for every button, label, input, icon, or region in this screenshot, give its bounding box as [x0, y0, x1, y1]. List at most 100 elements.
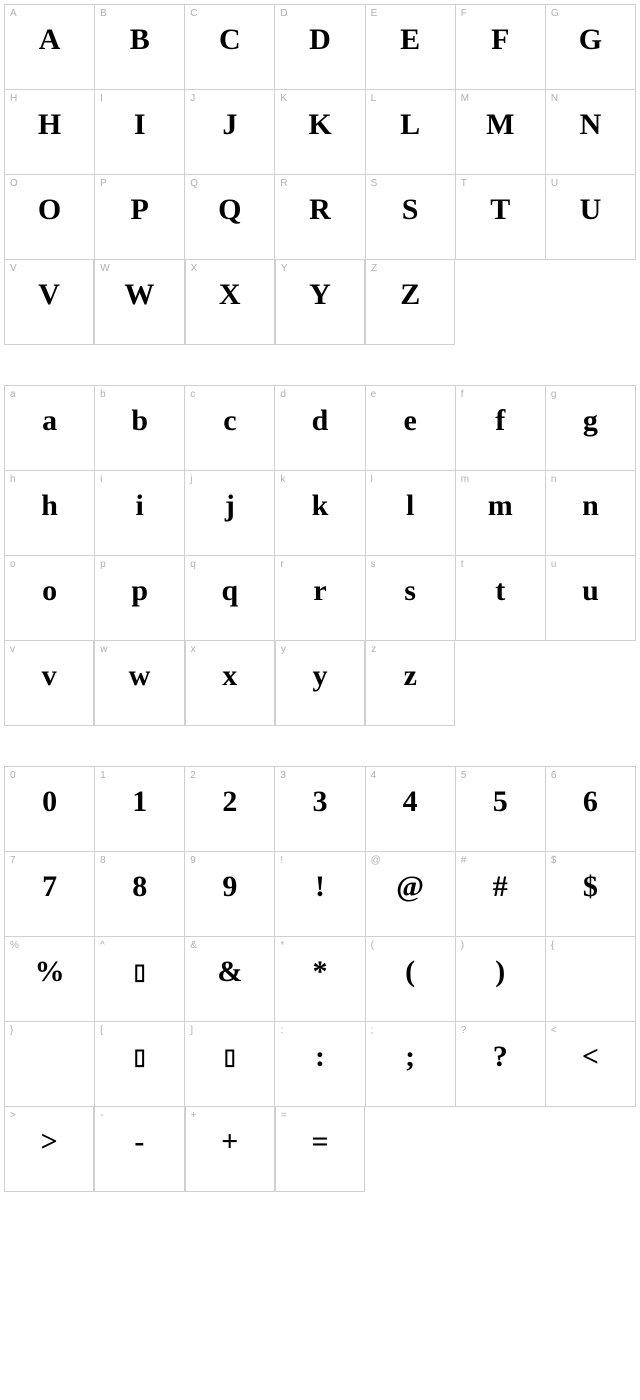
glyph-cell-glyph: I — [95, 110, 184, 140]
glyph-cell-label: 0 — [10, 770, 16, 781]
glyph-cell-glyph: J — [185, 110, 274, 140]
glyph-cell-label: $ — [551, 855, 557, 866]
glyph-cell-glyph: v — [5, 661, 93, 691]
glyph-cell: jj — [185, 471, 275, 556]
glyph-cell: 88 — [95, 852, 185, 937]
glyph-cell-label: t — [461, 559, 464, 570]
glyph-cell-glyph: G — [546, 25, 635, 55]
glyph-cell-label: # — [461, 855, 467, 866]
glyph-cell-glyph: ! — [275, 872, 364, 902]
glyph-cell-label: T — [461, 178, 467, 189]
glyph-cell-label: 4 — [371, 770, 377, 781]
glyph-cell: ff — [456, 386, 546, 471]
glyph-cell: HH — [5, 90, 95, 175]
glyph-cell-glyph: k — [275, 491, 364, 521]
glyph-cell: uu — [546, 556, 636, 641]
glyph-section-uppercase: AABBCCDDEEFFGGHHIIJJKKLLMMNNOOPPQQRRSSTT… — [4, 4, 636, 345]
glyph-cell-glyph: : — [275, 1042, 364, 1072]
glyph-cell-glyph: i — [95, 491, 184, 521]
character-map: AABBCCDDEEFFGGHHIIJJKKLLMMNNOOPPQQRRSSTT… — [0, 0, 640, 1236]
glyph-cell-label: c — [190, 389, 195, 400]
glyph-cell-label: n — [551, 474, 557, 485]
glyph-cell-label: b — [100, 389, 106, 400]
glyph-grid: AABBCCDDEEFFGGHHIIJJKKLLMMNNOOPPQQRRSSTT… — [4, 4, 636, 260]
glyph-cell: TT — [456, 175, 546, 260]
glyph-cell-label: q — [190, 559, 196, 570]
glyph-cell-glyph: K — [275, 110, 364, 140]
glyph-cell: QQ — [185, 175, 275, 260]
glyph-cell: UU — [546, 175, 636, 260]
glyph-cell-label: a — [10, 389, 16, 400]
glyph-cell-label: w — [100, 644, 107, 655]
glyph-cell: JJ — [185, 90, 275, 175]
glyph-cell: ii — [95, 471, 185, 556]
glyph-cell-glyph: 9 — [185, 872, 274, 902]
glyph-cell-glyph: D — [275, 25, 364, 55]
glyph-cell: << — [546, 1022, 636, 1107]
glyph-cell-label: L — [371, 93, 377, 104]
glyph-cell: ]▯ — [185, 1022, 275, 1107]
glyph-cell-glyph: V — [5, 280, 93, 310]
glyph-cell: ** — [275, 937, 365, 1022]
glyph-cell-label: 7 — [10, 855, 16, 866]
glyph-cell: AA — [5, 5, 95, 90]
glyph-cell-glyph: c — [185, 406, 274, 436]
glyph-cell-glyph: @ — [366, 872, 455, 902]
glyph-grid: aabbccddeeffgghhiijjkkllmmnnooppqqrrsstt… — [4, 385, 636, 641]
glyph-cell: MM — [456, 90, 546, 175]
glyph-cell-glyph: Q — [185, 195, 274, 225]
glyph-cell-label: J — [190, 93, 195, 104]
glyph-cell-glyph: o — [5, 576, 94, 606]
glyph-cell-label: [ — [100, 1025, 103, 1036]
glyph-cell-glyph: T — [456, 195, 545, 225]
glyph-cell-label: f — [461, 389, 464, 400]
glyph-cell: yy — [275, 641, 365, 726]
glyph-cell-glyph: l — [366, 491, 455, 521]
glyph-cell-label: ^ — [100, 940, 105, 951]
glyph-cell-label: D — [280, 8, 287, 19]
glyph-cell-glyph: 3 — [275, 787, 364, 817]
glyph-cell-glyph: ; — [366, 1042, 455, 1072]
glyph-cell-label: ? — [461, 1025, 467, 1036]
glyph-cell: ss — [366, 556, 456, 641]
glyph-cell-label: Y — [281, 263, 288, 274]
glyph-cell: NN — [546, 90, 636, 175]
glyph-cell-glyph: 1 — [95, 787, 184, 817]
glyph-cell: cc — [185, 386, 275, 471]
glyph-cell-glyph: t — [456, 576, 545, 606]
glyph-cell: WW — [94, 260, 184, 345]
glyph-cell-label: : — [280, 1025, 283, 1036]
glyph-cell: %% — [5, 937, 95, 1022]
glyph-cell: qq — [185, 556, 275, 641]
glyph-cell: 55 — [456, 767, 546, 852]
glyph-cell: oo — [5, 556, 95, 641]
glyph-cell-glyph: L — [366, 110, 455, 140]
glyph-cell: YY — [275, 260, 365, 345]
glyph-cell: ^▯ — [95, 937, 185, 1022]
glyph-cell-label: B — [100, 8, 107, 19]
glyph-cell: GG — [546, 5, 636, 90]
glyph-cell-label: h — [10, 474, 16, 485]
glyph-cell: !! — [275, 852, 365, 937]
glyph-cell-glyph: y — [276, 661, 364, 691]
glyph-cell-label: s — [371, 559, 376, 570]
glyph-cell-label: M — [461, 93, 469, 104]
glyph-cell: )) — [456, 937, 546, 1022]
glyph-cell: pp — [95, 556, 185, 641]
glyph-cell-glyph: E — [366, 25, 455, 55]
glyph-cell-glyph: % — [5, 957, 94, 987]
glyph-cell-label: d — [280, 389, 286, 400]
glyph-cell-label: O — [10, 178, 18, 189]
glyph-cell: 66 — [546, 767, 636, 852]
glyph-cell-glyph: b — [95, 406, 184, 436]
glyph-cell-glyph: m — [456, 491, 545, 521]
glyph-cell-glyph: p — [95, 576, 184, 606]
glyph-cell-label: * — [280, 940, 284, 951]
glyph-cell-label: r — [280, 559, 283, 570]
glyph-cell-label: S — [371, 178, 378, 189]
glyph-cell: && — [185, 937, 275, 1022]
glyph-cell: -- — [94, 1107, 184, 1192]
glyph-cell-glyph: j — [185, 491, 274, 521]
glyph-cell-label: A — [10, 8, 17, 19]
glyph-cell: LL — [366, 90, 456, 175]
